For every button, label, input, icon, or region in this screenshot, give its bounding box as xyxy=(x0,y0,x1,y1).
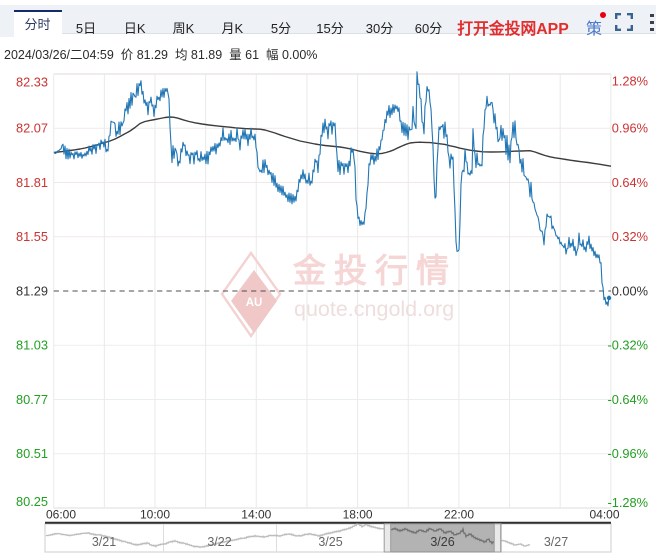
svg-text:3/25: 3/25 xyxy=(318,535,342,549)
svg-text:82.33: 82.33 xyxy=(16,74,48,89)
svg-text:0.00%: 0.00% xyxy=(612,283,648,298)
svg-text:-1.28%: -1.28% xyxy=(607,495,648,510)
svg-text:3/21: 3/21 xyxy=(92,535,116,549)
svg-text:0.96%: 0.96% xyxy=(612,121,648,136)
svg-text:-0.96%: -0.96% xyxy=(607,446,648,461)
svg-text:0.64%: 0.64% xyxy=(612,175,648,190)
svg-text:14:00: 14:00 xyxy=(241,508,271,522)
svg-text:80.51: 80.51 xyxy=(16,446,48,461)
svg-text:10:00: 10:00 xyxy=(140,508,170,522)
svg-text:3/26: 3/26 xyxy=(430,535,454,549)
svg-text:06:00: 06:00 xyxy=(46,508,76,522)
svg-text:80.77: 80.77 xyxy=(16,392,48,407)
svg-text:22:00: 22:00 xyxy=(444,508,474,522)
svg-text:-0.64%: -0.64% xyxy=(607,392,648,407)
svg-text:18:00: 18:00 xyxy=(343,508,373,522)
svg-text:04:00: 04:00 xyxy=(589,508,619,522)
svg-text:81.29: 81.29 xyxy=(16,283,48,298)
svg-text:81.55: 81.55 xyxy=(16,229,48,244)
svg-text:1.28%: 1.28% xyxy=(612,73,648,88)
svg-text:-0.32%: -0.32% xyxy=(607,338,648,353)
svg-text:quote.cngold.org: quote.cngold.org xyxy=(294,297,454,321)
svg-text:81.81: 81.81 xyxy=(16,175,48,190)
svg-text:82.07: 82.07 xyxy=(16,121,48,136)
svg-text:80.25: 80.25 xyxy=(16,494,48,509)
svg-text:81.03: 81.03 xyxy=(16,338,48,353)
svg-text:金投行情: 金投行情 xyxy=(292,252,457,289)
svg-text:3/22: 3/22 xyxy=(207,535,231,549)
svg-text:AU: AU xyxy=(246,297,263,309)
svg-text:3/27: 3/27 xyxy=(544,535,568,549)
svg-text:0.32%: 0.32% xyxy=(612,229,648,244)
